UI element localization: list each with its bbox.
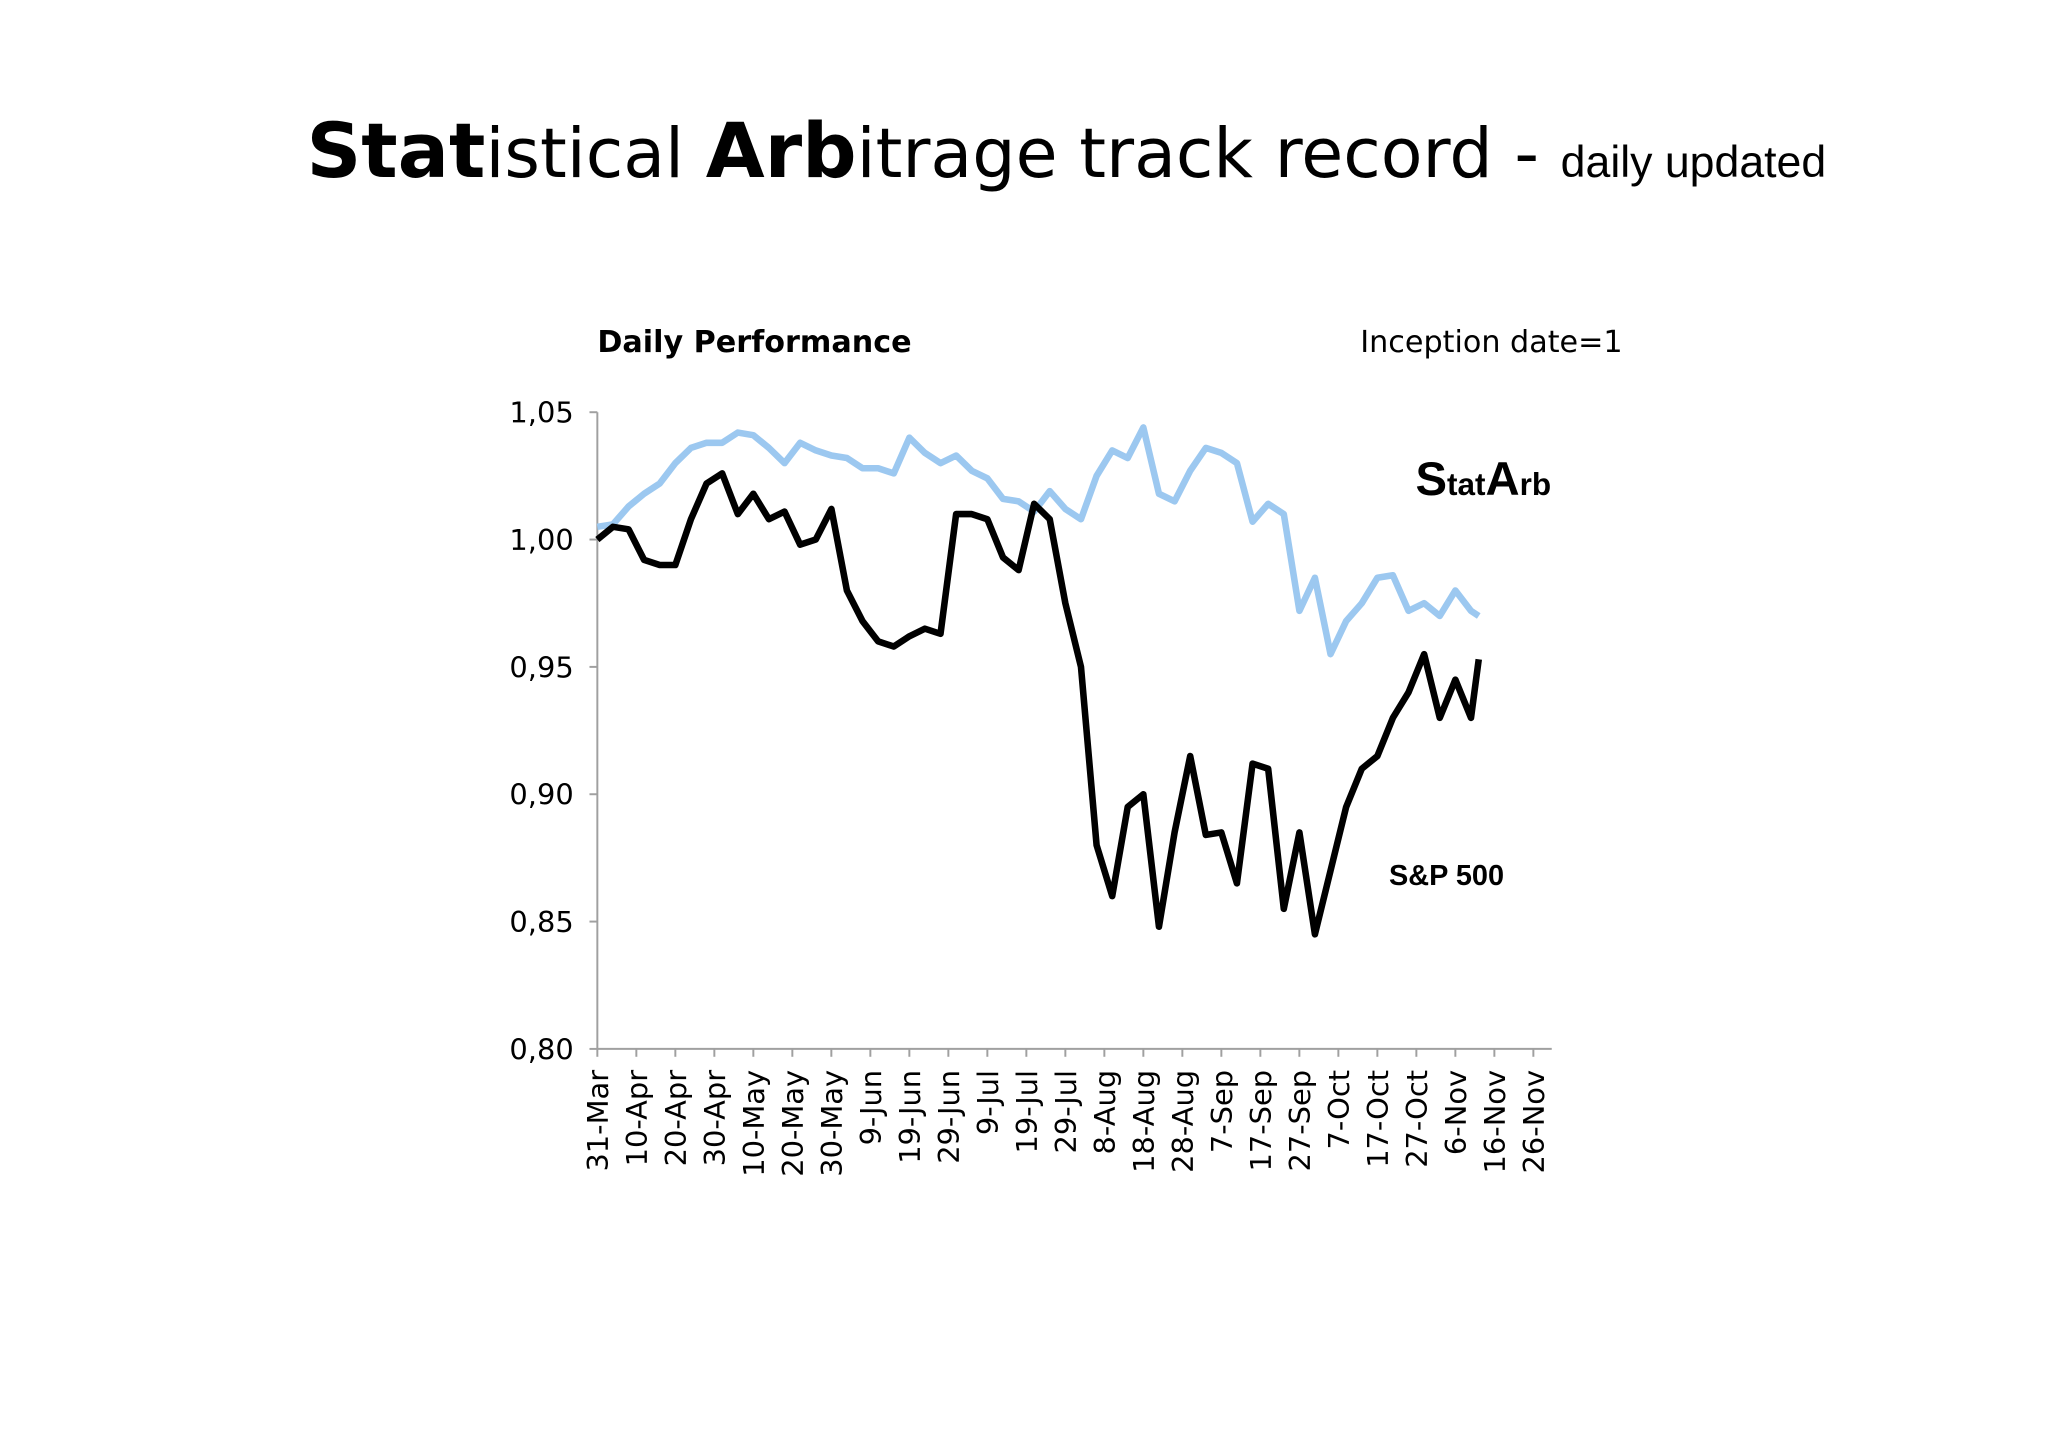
label-part: A: [1486, 453, 1520, 506]
x-tick-label: 18-Aug: [1127, 1070, 1161, 1173]
x-tick-label: 8-Aug: [1088, 1070, 1122, 1155]
sp500-label: S&P 500: [1389, 860, 1504, 892]
title-part: istical: [485, 115, 705, 194]
y-tick-label: 0,90: [509, 778, 573, 812]
x-tick-label: 10-Apr: [620, 1070, 654, 1167]
x-tick-label: 27-Oct: [1400, 1070, 1434, 1168]
title-part: Arb: [706, 106, 857, 195]
x-tick-label: 31-Mar: [581, 1070, 615, 1172]
x-tick-label: 10-May: [737, 1070, 771, 1177]
title: Statistical Arbitrage track record - dai…: [273, 106, 1846, 195]
x-tick-label: 20-May: [776, 1070, 810, 1177]
x-tick-label: 9-Jul: [971, 1070, 1005, 1135]
x-tick-label: 16-Nov: [1478, 1070, 1512, 1174]
series-line: [596, 424, 1481, 658]
label-part: tat: [1447, 466, 1486, 502]
note: Inception date=1: [1360, 325, 1622, 360]
label-part: rb: [1520, 466, 1552, 502]
y-tick-label: 0,95: [509, 650, 573, 684]
x-tick-label: 19-Jun: [893, 1070, 927, 1164]
subtitle: Daily Performance: [597, 325, 911, 360]
y-tick-label: 1,05: [509, 396, 573, 430]
x-tick-label: 6-Nov: [1439, 1070, 1473, 1155]
x-tick-label: 29-Jun: [932, 1070, 966, 1164]
x-tick-label: 30-May: [815, 1070, 849, 1177]
x-tick-label: 17-Sep: [1244, 1070, 1278, 1172]
title-part: daily updated: [1561, 138, 1826, 187]
y-tick-label: 0,80: [509, 1032, 573, 1066]
title-part: itrage track record -: [857, 115, 1561, 194]
x-tick-label: 29-Jul: [1049, 1070, 1083, 1154]
title-part: Stat: [306, 106, 485, 195]
series-line: [595, 470, 1483, 938]
label-part: S: [1416, 453, 1448, 506]
x-tick-label: 17-Oct: [1361, 1070, 1395, 1168]
x-tick-label: 7-Oct: [1322, 1070, 1356, 1150]
x-tick-label: 19-Jul: [1010, 1070, 1044, 1154]
x-tick-label: 26-Nov: [1517, 1070, 1551, 1174]
x-tick-label: 30-Apr: [698, 1070, 732, 1167]
x-tick-label: 9-Jun: [854, 1070, 888, 1146]
statarb-label: StatArb: [1386, 453, 1568, 506]
y-tick-label: 0,85: [509, 905, 573, 939]
x-tick-label: 20-Apr: [659, 1070, 693, 1167]
y-tick-label: 1,00: [509, 523, 573, 557]
x-tick-label: 27-Sep: [1283, 1070, 1317, 1172]
x-tick-label: 7-Sep: [1205, 1070, 1239, 1153]
x-tick-label: 28-Aug: [1166, 1070, 1200, 1173]
